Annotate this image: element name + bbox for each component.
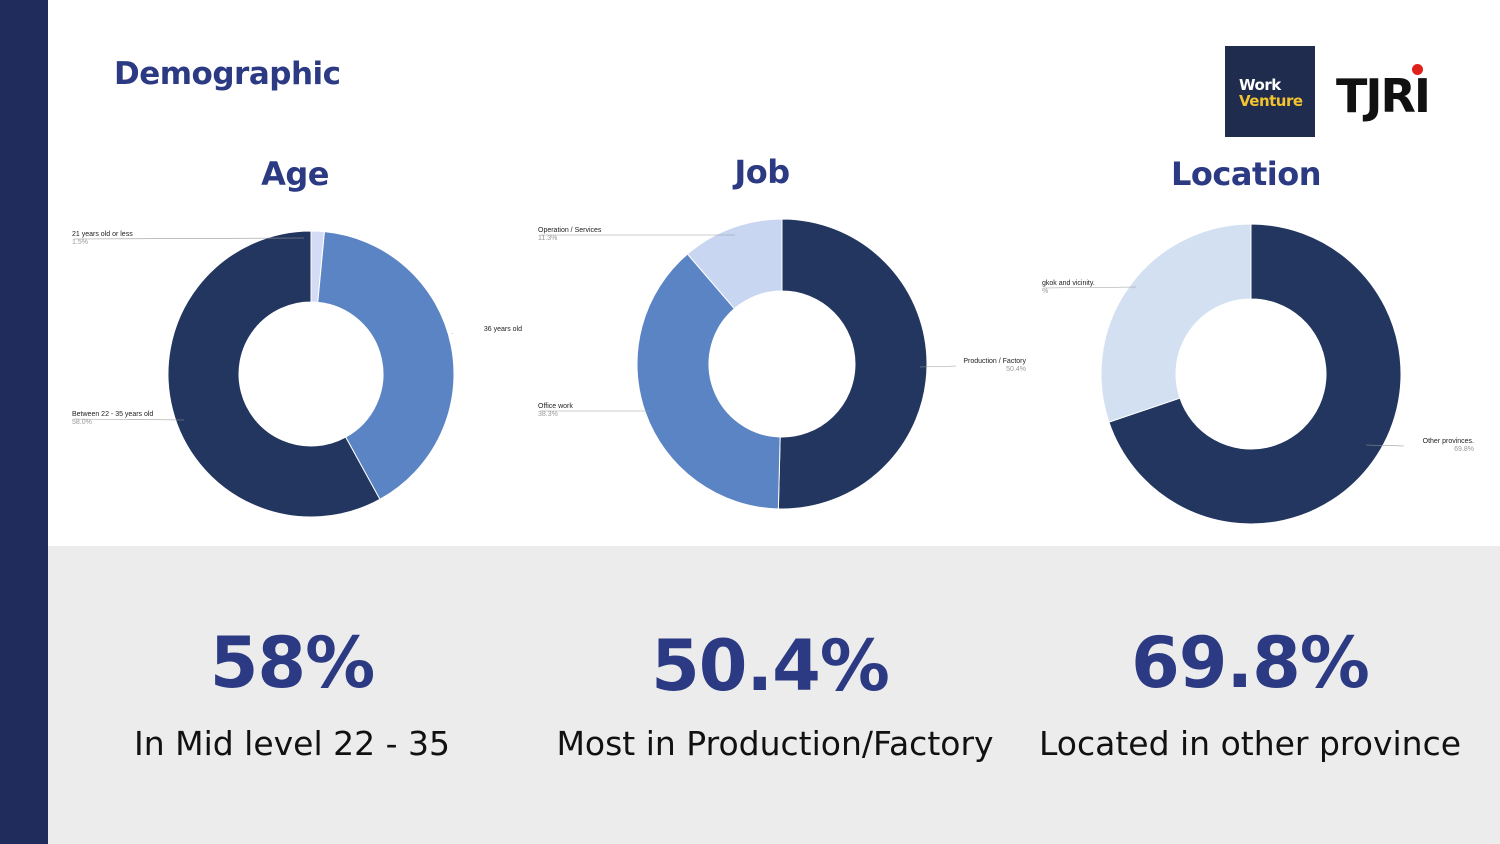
location-slice-pct-0: 69.8%	[1454, 446, 1474, 453]
age-leader-line-2	[73, 418, 185, 421]
job-leader-line-0	[919, 365, 957, 368]
stat-label-location: Located in other province	[1038, 724, 1462, 763]
job-slice-label-2: Operation / Services	[538, 227, 602, 234]
age-slice-pct-0: 1.5%	[72, 239, 88, 246]
tjri-logo-dot	[1412, 64, 1423, 75]
location-leader-line-0	[1365, 444, 1405, 447]
summary-panel	[48, 546, 1500, 844]
job-slice-pct-2: 11.3%	[538, 235, 557, 242]
age-chart-title: Age	[261, 155, 329, 193]
job-slice-2	[686, 218, 783, 310]
left-accent-bar	[0, 0, 48, 844]
page-title: Demographic	[114, 56, 341, 92]
location-slice-label-1: gkok and vicinity.	[1042, 280, 1095, 287]
location-slice-1	[1100, 223, 1252, 423]
location-slice-label-0: Other provinces.	[1423, 438, 1474, 445]
job-slice-label-1: Office work	[538, 403, 573, 410]
workventure-logo: Work Venture	[1225, 46, 1315, 137]
stat-value-age: 58%	[209, 622, 376, 704]
age-slice-pct-2: 58.0%	[72, 419, 92, 426]
job-chart-title: Job	[734, 153, 790, 191]
stat-label-job: Most in Production/Factory	[556, 724, 994, 763]
job-slice-pct-1: 38.3%	[538, 411, 558, 418]
age-slice-label-0: 21 years old or less	[72, 231, 133, 238]
job-slice-0	[777, 218, 928, 510]
age-slice-1	[317, 231, 455, 500]
tjri-logo: TJRI	[1336, 69, 1431, 123]
age-slice-label-2: Between 22 - 35 years old	[72, 411, 153, 418]
age-slice-label-1: 36 years old	[484, 326, 522, 333]
age-slice-2	[167, 230, 381, 518]
job-slice-pct-0: 50.4%	[1006, 366, 1026, 373]
job-slice-label-0: Production / Factory	[963, 358, 1026, 365]
location-slice-pct-1: %	[1042, 288, 1048, 295]
stat-label-age: In Mid level 22 - 35	[133, 724, 451, 763]
location-slice-0	[1108, 223, 1402, 525]
location-chart-title: Location	[1171, 155, 1321, 193]
job-slice-1	[636, 253, 781, 510]
age-leader-line-0	[73, 237, 305, 240]
stat-value-location: 69.8%	[1131, 622, 1370, 704]
location-leader-line-1	[1043, 286, 1137, 289]
stat-value-job: 50.4%	[651, 625, 890, 707]
